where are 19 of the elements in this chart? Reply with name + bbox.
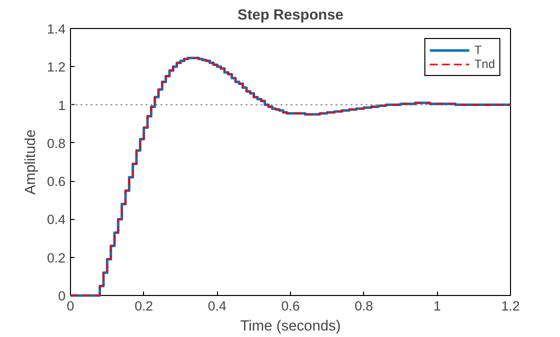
x-tick-label: 0.6: [281, 298, 300, 314]
y-axis-title: Amplitude: [22, 129, 39, 195]
y-tick-label: 1.4: [46, 22, 66, 36]
y-tick-label: 0.6: [46, 174, 66, 190]
y-tick-label: 1.2: [46, 60, 66, 75]
x-tick-label: 0.2: [134, 298, 154, 314]
y-tick-label: 0.4: [46, 212, 66, 228]
x-axis-title: Time (seconds): [240, 318, 341, 334]
y-tick-label: 0: [58, 288, 66, 304]
x-tick-label: 1.2: [501, 298, 520, 314]
x-tick-label: 0.8: [354, 298, 374, 314]
x-tick-label: 1: [433, 298, 441, 314]
legend-label: Tnd: [474, 57, 495, 71]
y-tick-label: 1: [58, 98, 66, 113]
x-tick-label: 0.4: [208, 298, 228, 314]
y-tick-label: 0.2: [46, 250, 66, 266]
legend-label: T: [474, 43, 483, 57]
chart-title: Step Response: [238, 8, 344, 24]
y-tick-label: 0.8: [46, 136, 66, 151]
